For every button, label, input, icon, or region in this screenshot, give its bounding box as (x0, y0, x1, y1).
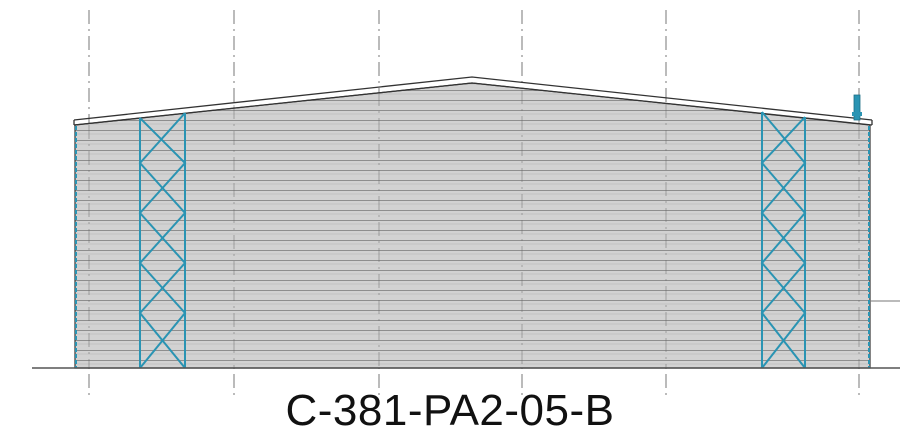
right-bracing (760, 111, 807, 369)
grid-lines-overlay (88, 90, 860, 368)
roof-outline-bottom (73, 82, 873, 126)
wall-cladding (74, 82, 871, 369)
roof-edge (73, 76, 873, 126)
drawing-label: C-381-PA2-05-B (285, 386, 615, 435)
corner-columns (75, 126, 870, 368)
left-bracing (138, 112, 187, 369)
vent-collar (852, 112, 862, 116)
roof-outline-top (73, 76, 873, 121)
vent-pipe (853, 94, 861, 121)
left-bracing-diagonal-b (138, 112, 187, 369)
roof-vent (852, 94, 862, 121)
right-bracing-diagonal-b (760, 116, 807, 369)
